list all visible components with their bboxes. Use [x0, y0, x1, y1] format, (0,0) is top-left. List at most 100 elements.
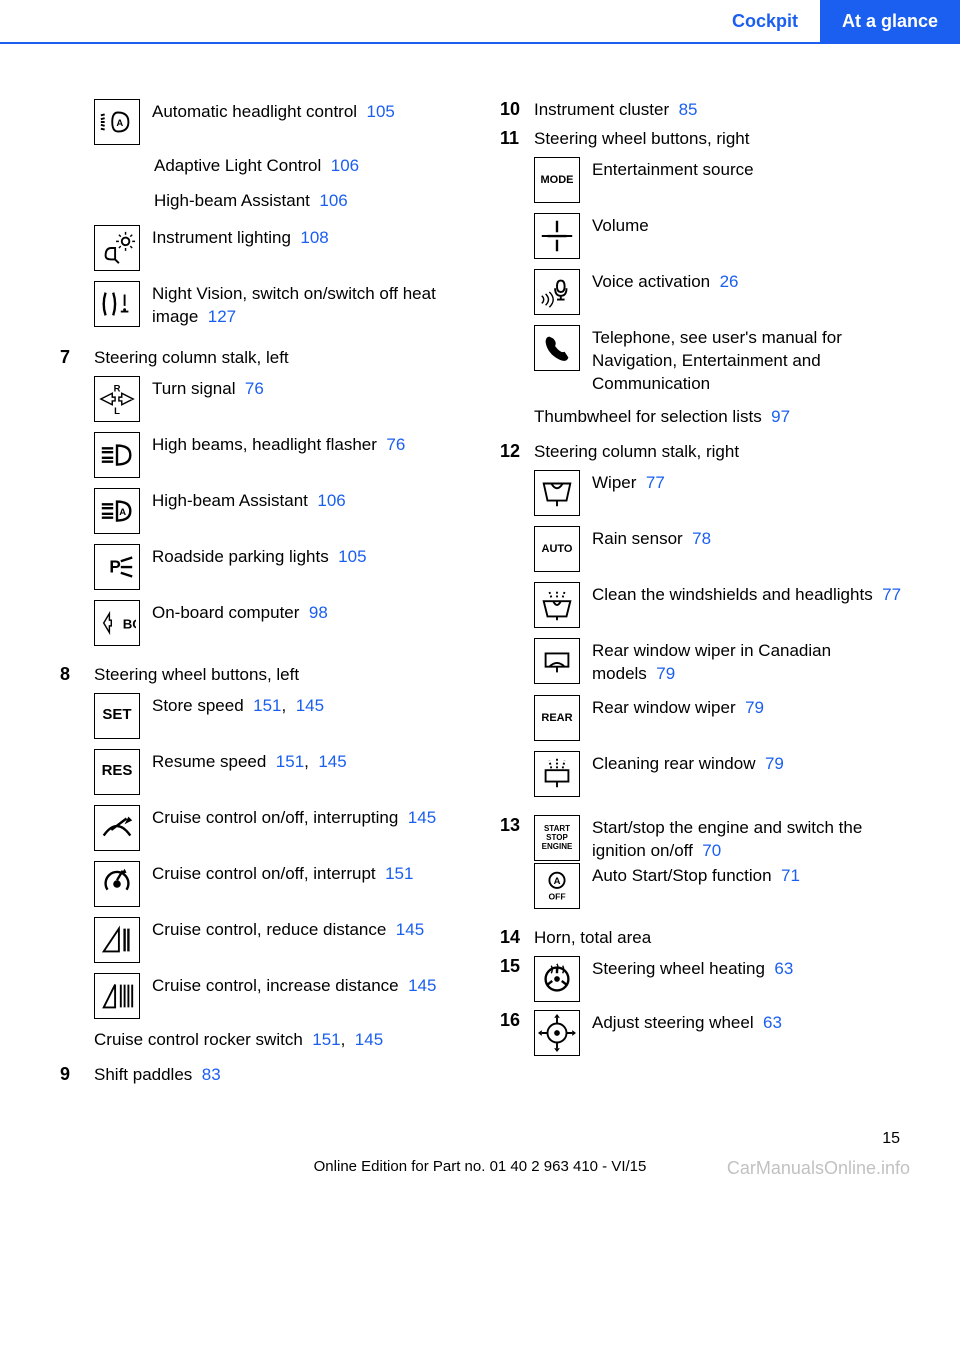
page-ref[interactable]: 85: [679, 100, 698, 119]
row-bc: BC On-board computer 98: [94, 600, 470, 646]
page-ref[interactable]: 63: [763, 1013, 782, 1032]
reduce-dist-icon: [94, 917, 140, 963]
page-ref[interactable]: 78: [692, 529, 711, 548]
text-adjust: Adjust steering wheel 63: [592, 1010, 910, 1035]
text-reduce-dist: Cruise control, reduce dis­tance 145: [152, 917, 470, 942]
row-set: SET Store speed 151, 145: [94, 693, 470, 739]
watermark: CarManualsOnline.info: [727, 1158, 910, 1179]
page-ref[interactable]: 77: [882, 585, 901, 604]
num-12: 12: [500, 441, 534, 462]
page-ref[interactable]: 98: [309, 603, 328, 622]
text-phone: Telephone, see user's manual for Navigat…: [592, 325, 910, 396]
page-ref[interactable]: 105: [367, 102, 395, 121]
page-ref[interactable]: 151: [253, 696, 281, 715]
mode-icon: MODE: [534, 157, 580, 203]
page-ref[interactable]: 76: [245, 379, 264, 398]
text-hba: High-beam Assistant 106: [154, 190, 470, 213]
page-ref[interactable]: 145: [318, 752, 346, 771]
row-wiper: Wiper 77: [534, 470, 910, 516]
hba-icon: A: [94, 488, 140, 534]
row-instrument-lighting: Instrument lighting 108: [94, 225, 470, 271]
heating-icon: [534, 956, 580, 1002]
text-turn-signal: Turn signal 76: [152, 376, 470, 401]
page-ref[interactable]: 145: [408, 808, 436, 827]
page-ref[interactable]: 63: [774, 959, 793, 978]
row-rear: REAR Rear window wiper 79: [534, 695, 910, 741]
text-bc: On-board computer 98: [152, 600, 470, 625]
phone-icon: [534, 325, 580, 371]
header: Cockpit At a glance: [0, 0, 960, 44]
page-ref[interactable]: 77: [646, 473, 665, 492]
page-ref[interactable]: 127: [208, 307, 236, 326]
text-rain-sensor: Rain sensor 78: [592, 526, 910, 551]
num-7: 7: [60, 347, 94, 368]
row-res: RES Resume speed 151, 145: [94, 749, 470, 795]
text-mode: Entertainment source: [592, 157, 910, 182]
tab-cockpit: Cockpit: [710, 0, 820, 42]
page-ref[interactable]: 106: [331, 156, 359, 175]
auto-icon: AUTO: [534, 526, 580, 572]
row-hba-icon: A High-beam Assistant 106: [94, 488, 470, 534]
wash-icon: [534, 582, 580, 628]
page-ref[interactable]: 145: [296, 696, 324, 715]
svg-text:R: R: [114, 383, 121, 394]
page-ref[interactable]: 79: [765, 754, 784, 773]
a-off-icon: AOFF: [534, 863, 580, 909]
page-ref[interactable]: 145: [355, 1030, 383, 1049]
row-rain-sensor: AUTO Rain sensor 78: [534, 526, 910, 572]
title-14: Horn, total area: [534, 927, 910, 950]
page-ref[interactable]: 145: [396, 920, 424, 939]
auto-headlight-icon: A: [94, 99, 140, 145]
text-rear-wiper-ca: Rear window wiper in Canadian models 79: [592, 638, 910, 686]
num-8: 8: [60, 664, 94, 685]
svg-text:A: A: [554, 876, 561, 887]
left-column: A Automatic headlight con­trol 105 Adapt…: [60, 99, 470, 1093]
volume-icon: [534, 213, 580, 259]
title-8: Steering wheel buttons, left: [94, 664, 470, 687]
svg-text:L: L: [114, 406, 120, 417]
page-ref[interactable]: 151: [276, 752, 304, 771]
row-a-off: AOFF Auto Start/Stop function 71: [534, 863, 910, 909]
turn-signal-icon: RL: [94, 376, 140, 422]
page-ref[interactable]: 71: [781, 866, 800, 885]
adjust-icon: [534, 1010, 580, 1056]
row-12-title: 12 Steering column stalk, right: [500, 441, 910, 464]
row-night-vision: Night Vision, switch on/switch off heat …: [94, 281, 470, 329]
cruise-interrupt-icon: [94, 861, 140, 907]
text-thumbwheel: Thumbwheel for selection lists 97: [534, 406, 910, 429]
page-ref[interactable]: 151: [312, 1030, 340, 1049]
row-parking-lights: P Roadside parking lights 105: [94, 544, 470, 590]
page-ref[interactable]: 106: [319, 191, 347, 210]
right-column: 10 Instrument cluster 85 11 Steering whe…: [500, 99, 910, 1093]
text-auto-headlight: Automatic headlight con­trol 105: [152, 99, 470, 124]
row-turn-signal: RL Turn signal 76: [94, 376, 470, 422]
text-rocker: Cruise control rocker switch 151, 145: [94, 1029, 470, 1052]
night-vision-icon: [94, 281, 140, 327]
row-volume: Volume: [534, 213, 910, 259]
text-wiper: Wiper 77: [592, 470, 910, 495]
page-ref[interactable]: 108: [300, 228, 328, 247]
page-ref[interactable]: 79: [745, 698, 764, 717]
text-start-stop: Start/stop the engine and switch the ign…: [592, 815, 910, 863]
svg-text:BC: BC: [123, 616, 136, 631]
row-10: 10 Instrument cluster 85: [500, 99, 910, 122]
page-ref[interactable]: 76: [386, 435, 405, 454]
page-ref[interactable]: 145: [408, 976, 436, 995]
page-ref[interactable]: 151: [385, 864, 413, 883]
page-ref[interactable]: 106: [317, 491, 345, 510]
start-stop-icon: STARTSTOPENGINE: [534, 815, 580, 861]
row-11-title: 11 Steering wheel buttons, right: [500, 128, 910, 151]
page-ref[interactable]: 97: [771, 407, 790, 426]
row-increase-dist: Cruise control, increase dis­tance 145: [94, 973, 470, 1019]
page-ref[interactable]: 105: [338, 547, 366, 566]
tab-at-a-glance: At a glance: [820, 0, 960, 42]
row-13: 13 STARTSTOPENGINE Start/stop the engine…: [500, 815, 910, 863]
page: Cockpit At a glance A Automatic headligh…: [0, 0, 960, 1193]
page-ref[interactable]: 79: [656, 664, 675, 683]
page-ref[interactable]: 70: [702, 841, 721, 860]
page-ref[interactable]: 83: [202, 1065, 221, 1084]
num-15: 15: [500, 956, 534, 977]
set-icon: SET: [94, 693, 140, 739]
page-ref[interactable]: 26: [720, 272, 739, 291]
svg-text:A: A: [119, 506, 126, 517]
